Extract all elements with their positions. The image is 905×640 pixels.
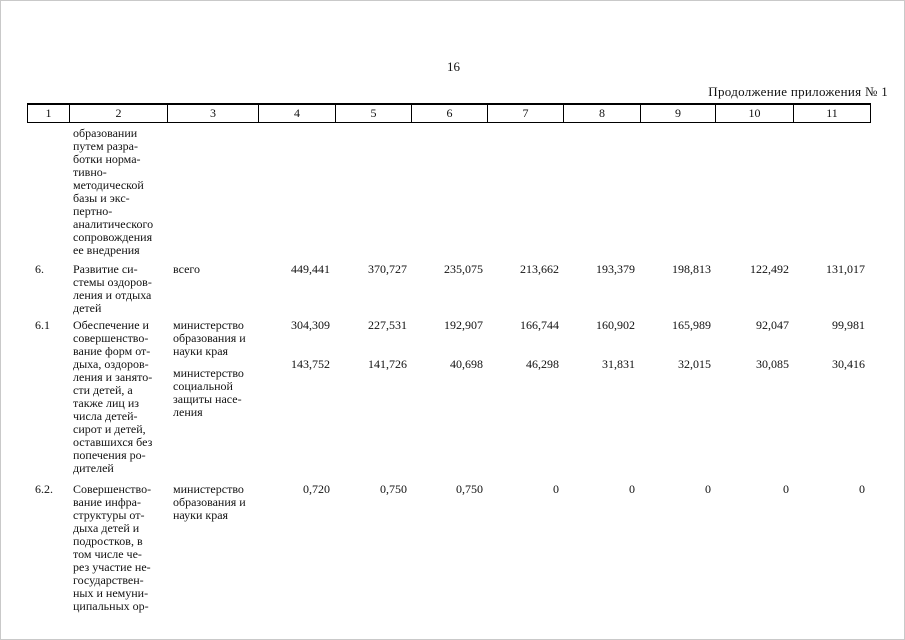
value-cell: 370,727 — [368, 262, 407, 276]
value-cell: 40,698 — [450, 357, 483, 371]
value-cell: 143,752 — [291, 357, 330, 371]
column-header-11: 11 — [826, 106, 838, 120]
value-cell: 235,075 — [444, 262, 483, 276]
value-cell: 99,981 — [832, 318, 865, 332]
value-cell: 92,047 — [756, 318, 789, 332]
column-header-8: 8 — [564, 105, 641, 122]
column-header-6: 6 — [412, 105, 488, 122]
value-cell: 30,416 — [832, 357, 865, 371]
value-cell: 0 — [629, 482, 635, 496]
row-6-1-executor-social-protection-ministry: министерство социальной защиты насе- лен… — [173, 366, 244, 419]
value-cell: 0,720 — [303, 482, 330, 496]
column-header-1: 1 — [28, 105, 70, 122]
value-cell: 192,907 — [444, 318, 483, 332]
value-cell: 0 — [705, 482, 711, 496]
page-number: 16 — [447, 59, 460, 74]
value-cell: 213,662 — [520, 262, 559, 276]
column-header-9: 9 — [641, 105, 716, 122]
column-header-2: 2 — [70, 105, 168, 122]
row-6-executor: всего — [173, 262, 201, 276]
value-cell: 122,492 — [750, 262, 789, 276]
row-6-program-text: Развитие си- стемы оздоров- ления и отды… — [73, 262, 152, 315]
value-cell: 166,744 — [520, 318, 559, 332]
value-cell: 0,750 — [380, 482, 407, 496]
carryover-program-text: образовании путем разра- ботки норма- ти… — [73, 126, 154, 257]
column-header-4: 4 — [259, 105, 336, 122]
value-cell: 0 — [859, 482, 865, 496]
value-cell: 193,379 — [596, 262, 635, 276]
column-header-10: 10 — [716, 105, 794, 122]
row-6-2-program-text: Совершенство- вание инфра- структуры от-… — [73, 482, 152, 613]
value-cell: 131,017 — [826, 262, 865, 276]
column-header-3: 3 — [168, 105, 259, 122]
row-6-number: 6. — [35, 262, 44, 276]
value-cell: 30,085 — [756, 357, 789, 371]
value-cell: 165,989 — [672, 318, 711, 332]
row-6-1-number: 6.1 — [35, 318, 50, 332]
column-header-5: 5 — [336, 105, 412, 122]
value-cell: 198,813 — [672, 262, 711, 276]
table-header-row: 1 2 3 4 5 6 7 8 9 10 11 — [27, 103, 871, 123]
value-cell: 32,015 — [678, 357, 711, 371]
value-cell: 31,831 — [602, 357, 635, 371]
row-6-2-number: 6.2. — [35, 482, 53, 496]
value-cell: 46,298 — [526, 357, 559, 371]
value-cell: 227,531 — [368, 318, 407, 332]
value-cell: 0,750 — [456, 482, 483, 496]
value-cell: 0 — [553, 482, 559, 496]
row-6-1-executor-education-ministry: министерство образования и науки края — [173, 318, 246, 358]
value-cell: 304,309 — [291, 318, 330, 332]
column-header-7: 7 — [488, 105, 564, 122]
value-cell: 449,441 — [291, 262, 330, 276]
row-6-2-executor: министерство образования и науки края — [173, 482, 246, 522]
value-cell: 160,902 — [596, 318, 635, 332]
value-cell: 141,726 — [368, 357, 407, 371]
value-cell: 0 — [783, 482, 789, 496]
continuation-note: Продолжение приложения № 1 — [708, 84, 888, 99]
row-6-1-program-text: Обеспечение и совершенство- вание форм о… — [73, 318, 153, 475]
